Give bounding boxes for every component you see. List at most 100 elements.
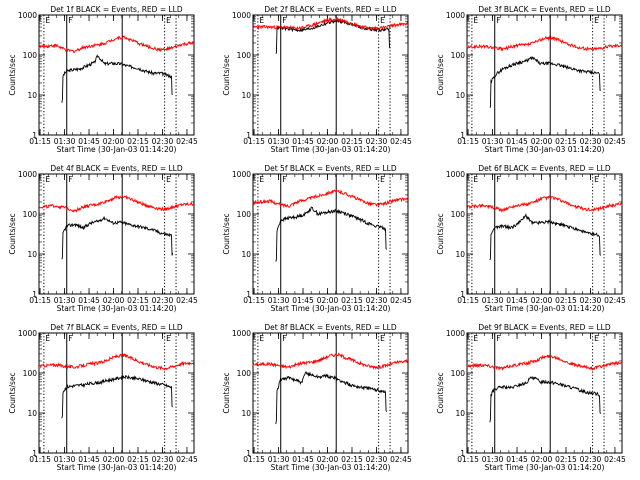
x-tick-label: 02:00 xyxy=(103,455,125,464)
marker-label: E xyxy=(473,334,478,343)
y-tick-label: 10 xyxy=(455,250,465,259)
x-tick-label: 02:45 xyxy=(176,137,198,146)
series-lld-line xyxy=(252,16,409,31)
x-tick-label: 02:00 xyxy=(531,455,553,464)
x-tick-label: 01:15 xyxy=(457,455,479,464)
x-axis-label: Start Time (30-Jan-03 01:14:20) xyxy=(485,463,605,472)
x-axis-label: Start Time (30-Jan-03 01:14:20) xyxy=(485,145,605,154)
marker-label: F xyxy=(496,175,500,184)
marker-label: E xyxy=(594,16,599,25)
panel-5: Det 5f BLACK = Events, RED = LLD 1 10 100 10… xyxy=(222,164,412,313)
y-tick-label: 10 xyxy=(455,91,465,100)
x-tick-label: 02:45 xyxy=(604,137,626,146)
series-events-line xyxy=(61,54,173,103)
marker-label: F xyxy=(68,16,72,25)
x-tick-label: 01:15 xyxy=(243,137,265,146)
x-axis-label: Start Time (30-Jan-03 01:14:20) xyxy=(485,304,605,313)
x-tick-label: 02:45 xyxy=(390,137,412,146)
x-tick-label: 02:15 xyxy=(555,455,577,464)
y-tick-label: 1 xyxy=(246,290,251,299)
marker-label: E xyxy=(166,175,171,184)
y-axis-label: Counts/sec xyxy=(436,54,445,95)
panel-7: Det 7f BLACK = Events, RED = LLD 1 10 100 10… xyxy=(8,323,198,472)
marker-label: F xyxy=(68,334,72,343)
x-tick-label: 02:30 xyxy=(152,455,174,464)
series-events-line xyxy=(61,374,173,419)
y-tick-label: 100 xyxy=(237,369,252,378)
y-axis-label: Counts/sec xyxy=(222,213,231,254)
x-tick-label: 01:45 xyxy=(78,296,100,305)
plot-frame xyxy=(38,14,195,136)
x-tick-label: 01:30 xyxy=(54,296,76,305)
series-events-line xyxy=(489,213,601,261)
y-axis-label: Counts/sec xyxy=(8,372,17,413)
plot-frame xyxy=(252,14,409,136)
y-axis-label: Counts/sec xyxy=(222,372,231,413)
marker-label: E xyxy=(380,334,385,343)
series-events-line xyxy=(489,55,601,108)
y-tick-label: 100 xyxy=(23,210,38,219)
x-tick-label: 01:30 xyxy=(54,137,76,146)
y-tick-label: 1 xyxy=(460,290,465,299)
x-axis-label: Start Time (30-Jan-03 01:14:20) xyxy=(271,304,391,313)
marker-label: E xyxy=(594,175,599,184)
y-tick-label: 1 xyxy=(246,449,251,458)
y-tick-label: 1000 xyxy=(232,170,251,179)
y-tick-label: 10 xyxy=(241,250,251,259)
x-tick-label: 01:15 xyxy=(29,296,51,305)
x-tick-label: 01:45 xyxy=(292,137,314,146)
x-tick-label: 02:15 xyxy=(555,296,577,305)
x-tick-label: 01:45 xyxy=(78,455,100,464)
x-axis-label: Start Time (30-Jan-03 01:14:20) xyxy=(271,145,391,154)
panel-title: Det 3f BLACK = Events, RED = LLD xyxy=(478,5,611,14)
y-tick-label: 100 xyxy=(237,210,252,219)
plot-frame xyxy=(38,332,195,454)
x-tick-label: 02:00 xyxy=(531,296,553,305)
marker-label: E xyxy=(45,175,50,184)
y-tick-label: 1000 xyxy=(232,11,251,20)
x-tick-label: 02:45 xyxy=(604,455,626,464)
x-tick-label: 02:15 xyxy=(555,137,577,146)
y-tick-label: 1 xyxy=(32,290,37,299)
y-tick-label: 100 xyxy=(451,369,466,378)
series-lld-line xyxy=(466,35,623,52)
x-tick-label: 02:30 xyxy=(580,455,602,464)
marker-label: E xyxy=(594,334,599,343)
y-tick-label: 100 xyxy=(451,51,466,60)
y-tick-label: 1 xyxy=(460,449,465,458)
y-tick-label: 1000 xyxy=(446,11,465,20)
x-tick-label: 02:15 xyxy=(341,455,363,464)
x-tick-label: 01:45 xyxy=(506,455,528,464)
y-tick-label: 1000 xyxy=(18,11,37,20)
x-tick-label: 02:00 xyxy=(531,137,553,146)
x-tick-label: 01:15 xyxy=(29,137,51,146)
x-tick-label: 02:45 xyxy=(390,455,412,464)
x-tick-label: 02:30 xyxy=(366,455,388,464)
x-tick-label: 02:30 xyxy=(580,137,602,146)
x-tick-label: 01:30 xyxy=(482,455,504,464)
y-tick-label: 10 xyxy=(241,91,251,100)
y-tick-label: 1000 xyxy=(18,170,37,179)
x-axis-label: Start Time (30-Jan-03 01:14:20) xyxy=(57,463,177,472)
x-tick-label: 02:30 xyxy=(366,137,388,146)
plot-frame xyxy=(466,14,623,136)
marker-label: E xyxy=(259,334,264,343)
y-axis-label: Counts/sec xyxy=(222,54,231,95)
x-axis-label: Start Time (30-Jan-03 01:14:20) xyxy=(57,145,177,154)
y-tick-label: 100 xyxy=(451,210,466,219)
series-events-line xyxy=(489,375,602,423)
marker-label: F xyxy=(282,175,286,184)
series-events-line xyxy=(61,216,174,260)
y-tick-label: 10 xyxy=(455,409,465,418)
series-events-line xyxy=(275,371,388,425)
x-tick-label: 02:30 xyxy=(366,296,388,305)
y-tick-label: 10 xyxy=(27,91,37,100)
marker-label: F xyxy=(68,175,72,184)
y-tick-label: 1 xyxy=(460,131,465,140)
marker-label: F xyxy=(496,334,500,343)
x-tick-label: 02:45 xyxy=(390,296,412,305)
marker-label: E xyxy=(380,175,385,184)
x-tick-label: 01:30 xyxy=(482,137,504,146)
y-tick-label: 10 xyxy=(27,409,37,418)
x-tick-label: 01:45 xyxy=(506,137,528,146)
